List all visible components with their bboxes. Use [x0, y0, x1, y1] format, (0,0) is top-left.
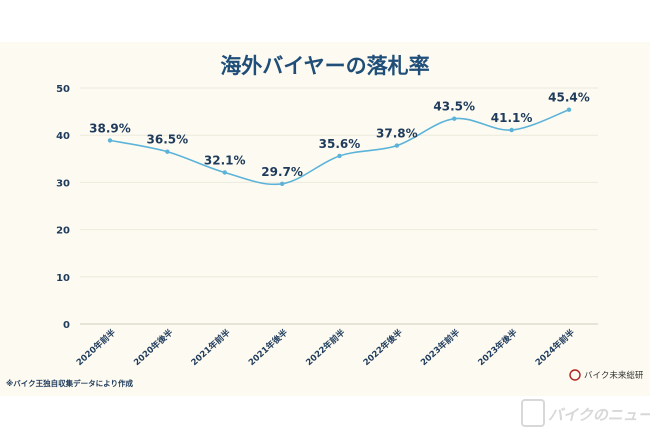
- y-tick-label: 40: [56, 131, 70, 142]
- data-label: 36.5%: [147, 133, 189, 147]
- brand-logo-icon: [569, 369, 581, 381]
- data-label: 35.6%: [319, 137, 361, 151]
- y-tick-label: 20: [56, 226, 70, 237]
- x-tick-label: 2023年後半: [476, 327, 520, 368]
- y-tick-label: 50: [56, 84, 70, 95]
- y-tick-label: 0: [63, 320, 70, 331]
- x-tick-label: 2022年前半: [304, 327, 348, 368]
- data-label: 45.4%: [548, 91, 590, 105]
- x-tick-label: 2022年後半: [361, 327, 405, 368]
- data-label: 37.8%: [376, 127, 418, 141]
- data-point: [279, 181, 285, 187]
- data-point: [394, 143, 400, 148]
- x-tick-label: 2021年後半: [246, 327, 290, 368]
- data-label: 41.1%: [491, 111, 533, 125]
- data-label: 29.7%: [261, 165, 303, 179]
- x-tick-label: 2024年前半: [533, 327, 577, 368]
- data-point: [452, 116, 457, 121]
- data-label: 32.1%: [204, 153, 246, 167]
- data-point: [337, 153, 342, 159]
- watermark-text: バイクのニュース: [548, 406, 650, 424]
- x-tick-label: 2023年前半: [418, 327, 462, 368]
- x-tick-label: 2021年前半: [189, 327, 233, 368]
- data-label: 43.5%: [433, 100, 475, 114]
- data-point: [165, 149, 170, 154]
- data-point: [566, 107, 572, 112]
- brand-logo-text: バイク未来総研: [584, 370, 644, 381]
- x-tick-label: 2020年後半: [131, 327, 175, 368]
- chart-panel: 海外バイヤーの落札率 0 10 20 30 40 50 38.9% 36.5% 32.1% 29…: [0, 42, 650, 396]
- brand-logo: バイク未来総研: [569, 369, 644, 381]
- x-tick-label: 2020年前半: [74, 327, 118, 368]
- data-point: [222, 170, 227, 175]
- watermark-icon: [521, 399, 545, 427]
- y-tick-label: 30: [56, 178, 70, 189]
- line-chart: 海外バイヤーの落札率 0 10 20 30 40 50 38.9% 36.5% 32.1% 29…: [6, 54, 644, 388]
- data-point: [509, 127, 514, 133]
- data-label: 38.9%: [89, 121, 131, 135]
- footnote: ※バイク王独自収集データにより作成: [6, 378, 133, 388]
- chart-title: 海外バイヤーの落札率: [220, 54, 429, 78]
- y-tick-label: 10: [56, 273, 70, 284]
- data-point: [107, 138, 113, 143]
